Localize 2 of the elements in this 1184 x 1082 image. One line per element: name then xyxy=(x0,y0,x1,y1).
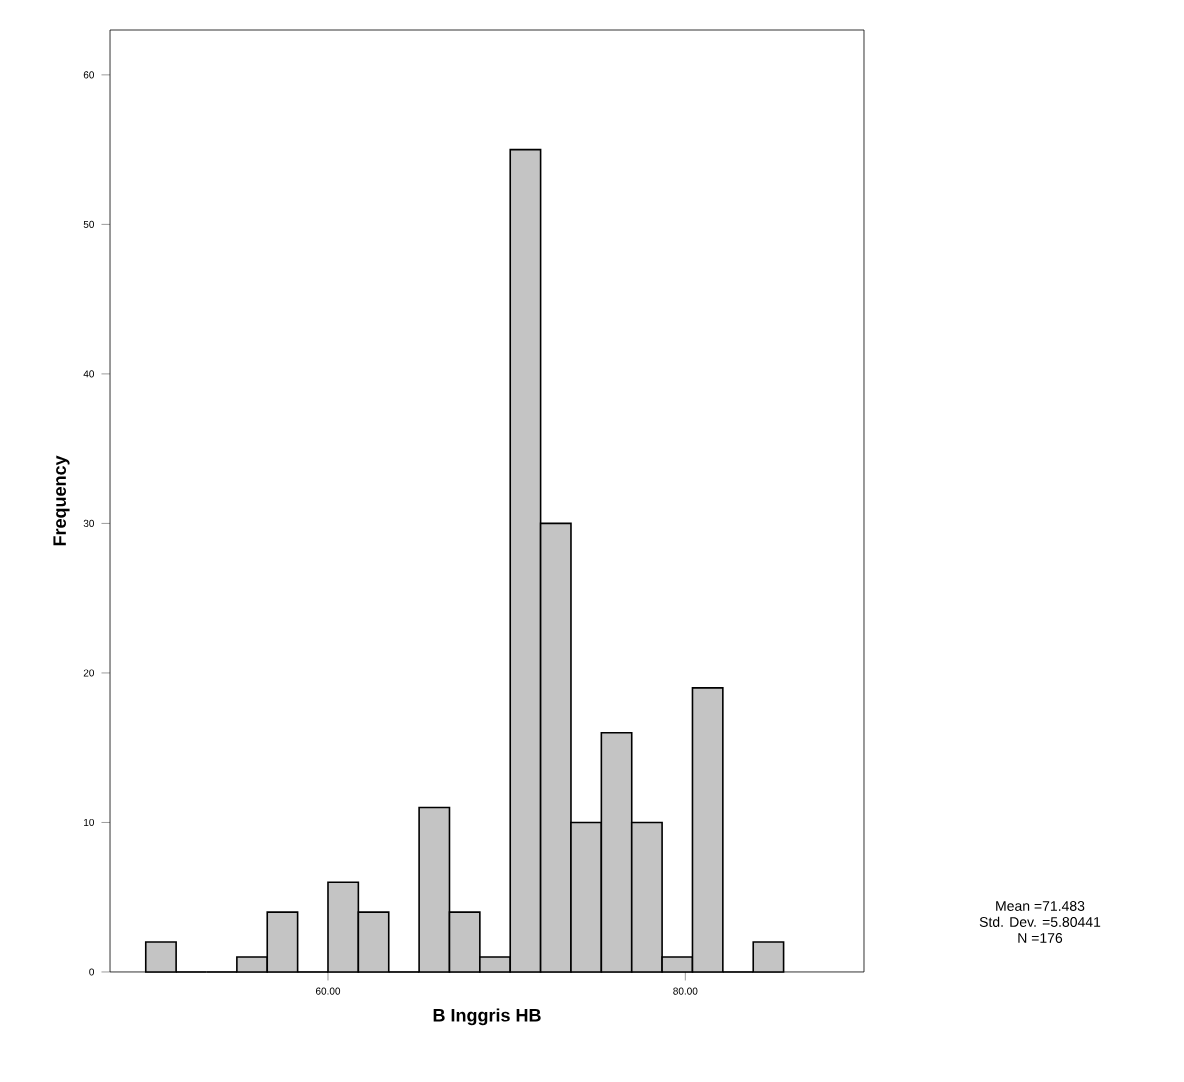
y-axis-title: Frequency xyxy=(53,455,70,546)
x-axis-title: B Inggris HB xyxy=(433,1008,541,1026)
